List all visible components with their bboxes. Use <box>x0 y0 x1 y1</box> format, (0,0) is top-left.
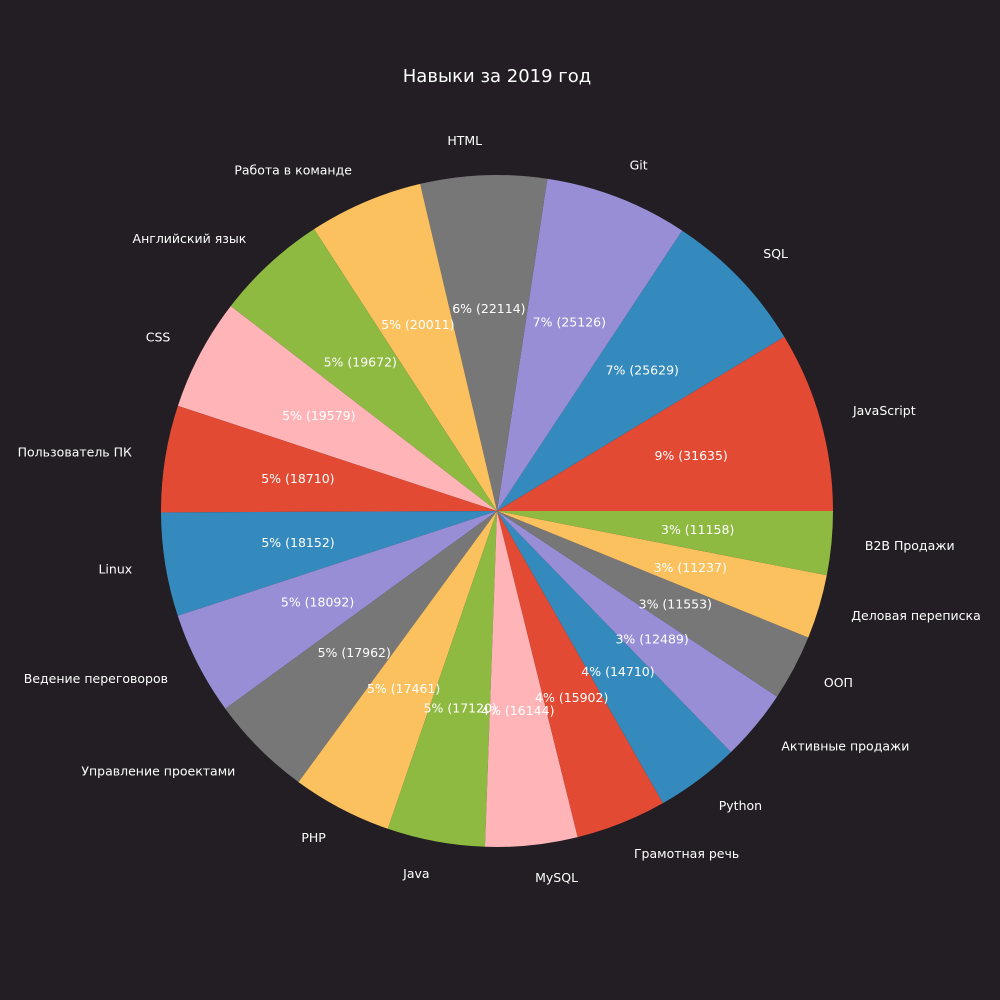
pie-slice <box>497 511 833 576</box>
percent-label: 3% (11158) <box>661 522 734 537</box>
slice-label: PHP <box>301 830 326 845</box>
percent-label: 6% (22114) <box>452 301 525 316</box>
slice-label: Работа в команде <box>234 163 352 178</box>
percent-label: 7% (25629) <box>606 363 679 378</box>
pie-slice <box>230 229 497 511</box>
slice-label: Ведение переговоров <box>24 671 168 686</box>
pie-slice <box>497 511 731 804</box>
pie-slice <box>298 511 497 829</box>
pie-slice <box>225 511 497 783</box>
pie-slice <box>484 511 578 847</box>
pie-slice <box>160 405 497 513</box>
slice-label: Java <box>402 866 429 881</box>
pie-slice <box>497 511 809 697</box>
slice-label: Git <box>630 158 648 173</box>
slice-label: Python <box>719 798 762 813</box>
percent-label: 5% (18152) <box>261 535 334 550</box>
percent-label: 5% (17962) <box>318 645 391 660</box>
percent-label: 5% (20011) <box>381 317 454 332</box>
slice-label: Пользователь ПК <box>18 445 132 460</box>
percent-label: 5% (18092) <box>281 594 354 609</box>
percent-label: 4% (15902) <box>535 690 608 705</box>
slice-label: MySQL <box>535 870 578 885</box>
slice-label: JavaScript <box>852 403 916 418</box>
pie-slice <box>177 306 497 511</box>
pie-slice <box>497 336 833 511</box>
pie-slice <box>314 183 497 511</box>
slice-label: ООП <box>824 675 853 690</box>
percent-label: 5% (17461) <box>367 681 440 696</box>
percent-label: 3% (12489) <box>615 631 688 646</box>
slice-label: Английский язык <box>133 231 247 246</box>
percent-label: 5% (19672) <box>324 354 397 369</box>
slice-label: CSS <box>146 330 171 345</box>
pie-slices <box>160 174 833 847</box>
pie-slice <box>497 511 778 753</box>
percent-label: 4% (14710) <box>581 664 654 679</box>
pie-slice <box>177 511 497 709</box>
percent-label: 5% (19579) <box>282 408 355 423</box>
pie-slice <box>161 511 497 616</box>
slice-label: Управление проектами <box>81 763 235 778</box>
pie-slice <box>497 511 663 838</box>
slice-label: HTML <box>447 133 482 148</box>
percent-label: 5% (17120) <box>424 701 497 716</box>
pie-slice <box>497 178 683 512</box>
percent-label: 4% (16144) <box>481 703 554 718</box>
slice-label: SQL <box>763 246 788 261</box>
slice-label: Деловая переписка <box>851 608 980 623</box>
slice-labels: JavaScript SQL Git HTML Работа в команде Англ… <box>18 133 981 885</box>
chart-title: Навыки за 2019 год <box>403 66 591 87</box>
percent-label: 3% (11237) <box>654 560 727 575</box>
slice-label: Грамотная речь <box>634 846 739 861</box>
pie-slice <box>497 511 827 638</box>
pie-slice <box>497 230 785 512</box>
percent-label: 3% (11553) <box>639 597 712 612</box>
slice-label: Активные продажи <box>781 739 909 754</box>
percent-label: 7% (25126) <box>533 314 606 329</box>
percent-label: 5% (18710) <box>261 471 334 486</box>
slice-label: Linux <box>98 562 132 577</box>
pie-slice <box>420 174 548 512</box>
percent-label: 9% (31635) <box>654 448 727 463</box>
slice-label: B2B Продажи <box>865 538 955 553</box>
percent-labels: 9% (31635) 7% (25629) 7% (25126) 6% (22114)… <box>261 301 734 718</box>
pie-slice <box>387 511 497 847</box>
